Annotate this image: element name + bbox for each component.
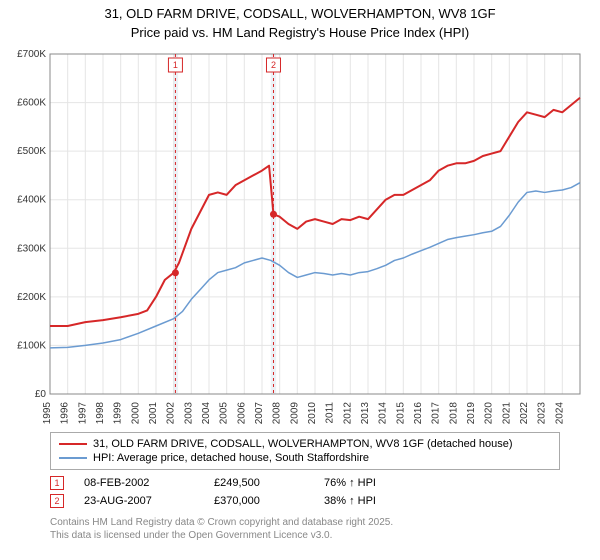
svg-text:2018: 2018: [448, 401, 459, 423]
svg-text:1999: 1999: [113, 401, 124, 423]
legend-row-hpi: HPI: Average price, detached house, Sout…: [59, 451, 551, 465]
sale-date-2: 23-AUG-2007: [84, 495, 194, 507]
line-chart-svg: £0 £100K £200K £300K £400K £500K £600K £700K 199…: [10, 44, 590, 424]
legend-label-price: 31, OLD FARM DRIVE, CODSALL, WOLVERHAMPT…: [93, 438, 513, 450]
svg-text:2021: 2021: [501, 401, 512, 423]
chart-subtitle: Price paid vs. HM Land Registry's House …: [0, 25, 600, 44]
svg-text:2011: 2011: [325, 401, 336, 423]
legend-label-hpi: HPI: Average price, detached house, Sout…: [93, 452, 369, 464]
svg-text:1997: 1997: [77, 401, 88, 423]
svg-text:2013: 2013: [360, 401, 371, 423]
svg-text:£200K: £200K: [17, 292, 46, 303]
svg-text:2005: 2005: [219, 401, 230, 423]
svg-text:2024: 2024: [554, 401, 565, 423]
svg-text:2008: 2008: [272, 401, 283, 423]
sale-date-1: 08-FEB-2002: [84, 477, 194, 489]
footer-attribution: Contains HM Land Registry data © Crown c…: [50, 516, 560, 542]
legend-row-price: 31, OLD FARM DRIVE, CODSALL, WOLVERHAMPT…: [59, 437, 551, 451]
svg-text:£0: £0: [35, 389, 47, 400]
svg-text:£100K: £100K: [17, 340, 46, 351]
svg-text:2015: 2015: [395, 401, 406, 423]
svg-text:2019: 2019: [466, 401, 477, 423]
svg-text:2012: 2012: [342, 401, 353, 423]
sale-marker-2: 2: [50, 494, 64, 508]
svg-text:2000: 2000: [130, 401, 141, 423]
svg-text:2004: 2004: [201, 401, 212, 423]
svg-text:2010: 2010: [307, 401, 318, 423]
sales-table: 1 08-FEB-2002 £249,500 76% ↑ HPI 2 23-AU…: [50, 474, 560, 510]
svg-text:1995: 1995: [42, 401, 53, 423]
svg-text:2022: 2022: [519, 401, 530, 423]
sale-price-1: £249,500: [214, 477, 304, 489]
chart-plot-area: £0 £100K £200K £300K £400K £500K £600K £700K 199…: [10, 44, 590, 424]
sale-price-2: £370,000: [214, 495, 304, 507]
svg-text:£400K: £400K: [17, 195, 46, 206]
sale-marker-1: 1: [50, 476, 64, 490]
svg-text:2007: 2007: [254, 401, 265, 423]
footer-line-1: Contains HM Land Registry data © Crown c…: [50, 516, 560, 529]
legend-swatch-price: [59, 443, 87, 445]
svg-text:£700K: £700K: [17, 49, 46, 60]
sale-hpi-diff-1: 76% ↑ HPI: [324, 477, 376, 489]
footer-line-2: This data is licensed under the Open Gov…: [50, 529, 560, 542]
svg-text:2002: 2002: [166, 401, 177, 423]
svg-text:£600K: £600K: [17, 97, 46, 108]
svg-text:1996: 1996: [60, 401, 71, 423]
svg-text:£500K: £500K: [17, 146, 46, 157]
svg-text:2020: 2020: [484, 401, 495, 423]
svg-text:2023: 2023: [537, 401, 548, 423]
legend-swatch-hpi: [59, 457, 87, 459]
legend-box: 31, OLD FARM DRIVE, CODSALL, WOLVERHAMPT…: [50, 432, 560, 470]
svg-text:2006: 2006: [236, 401, 247, 423]
svg-text:£300K: £300K: [17, 243, 46, 254]
svg-text:2016: 2016: [413, 401, 424, 423]
svg-text:1: 1: [173, 60, 178, 70]
sale-row-2: 2 23-AUG-2007 £370,000 38% ↑ HPI: [50, 492, 560, 510]
svg-text:2017: 2017: [431, 401, 442, 423]
svg-text:2009: 2009: [289, 401, 300, 423]
svg-text:2003: 2003: [183, 401, 194, 423]
sale-hpi-diff-2: 38% ↑ HPI: [324, 495, 376, 507]
chart-title: 31, OLD FARM DRIVE, CODSALL, WOLVERHAMPT…: [0, 0, 600, 25]
chart-container: 31, OLD FARM DRIVE, CODSALL, WOLVERHAMPT…: [0, 0, 600, 560]
sale-row-1: 1 08-FEB-2002 £249,500 76% ↑ HPI: [50, 474, 560, 492]
svg-text:2001: 2001: [148, 401, 159, 423]
svg-text:1998: 1998: [95, 401, 106, 423]
svg-text:2: 2: [271, 60, 276, 70]
svg-text:2014: 2014: [378, 401, 389, 423]
